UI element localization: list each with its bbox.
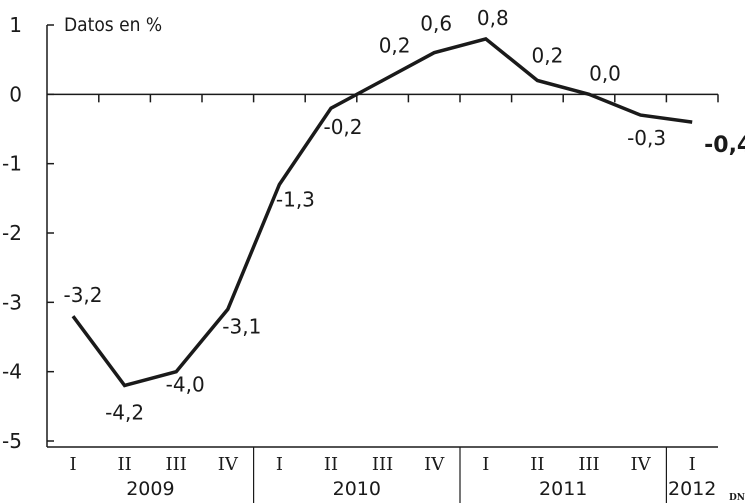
category-label: I [482,454,489,475]
data-label: -3,2 [63,283,102,307]
axes [46,25,719,448]
category-label: II [117,454,131,475]
data-label: -0,3 [627,126,666,150]
y-tick-label: -1 [2,152,22,176]
series-line [71,36,693,388]
category-label: IV [424,454,445,475]
data-label: -1,3 [276,187,315,211]
category-label: I [276,454,283,475]
data-label: -0,2 [323,115,362,139]
category-label: IV [218,454,239,475]
data-label: 0,0 [589,61,621,85]
unit-label: Datos en % [64,14,162,36]
y-tick-label: 1 [9,13,22,37]
data-label: -3,1 [222,314,261,338]
category-label: III [578,454,599,475]
data-label: -4,2 [105,401,144,425]
category-label: IV [631,454,652,475]
data-label: 0,2 [531,43,563,67]
category-label: III [372,454,393,475]
data-label: -0,4 [704,133,745,158]
category-label: I [689,454,696,475]
category-label: I [69,454,76,475]
category-label: II [324,454,338,475]
y-tick-label: -5 [2,429,22,453]
year-label: 2009 [126,478,174,500]
y-tick-label: 0 [9,82,22,106]
category-label: III [166,454,187,475]
data-label: 0,2 [379,33,411,57]
data-labels: -3,2 -4,2 -4,0 -3,1 -1,3 -0,2 0,2 0,6 0,8 0,2 0,0 -… [63,6,745,425]
y-tick-label: -3 [2,290,22,314]
data-label: 0,8 [477,6,509,30]
year-label: 2012 [668,478,716,500]
y-tick-label: -4 [2,360,22,384]
y-tick-label: -2 [2,221,22,245]
data-label: -4,0 [166,373,205,397]
year-label: 2011 [539,478,587,500]
year-label: 2010 [333,478,381,500]
data-label: 0,6 [420,12,452,36]
credit-label: DN [729,493,745,503]
y-axis: 1 0 -1 -2 -3 -4 -5 [2,13,54,453]
category-label: II [530,454,544,475]
